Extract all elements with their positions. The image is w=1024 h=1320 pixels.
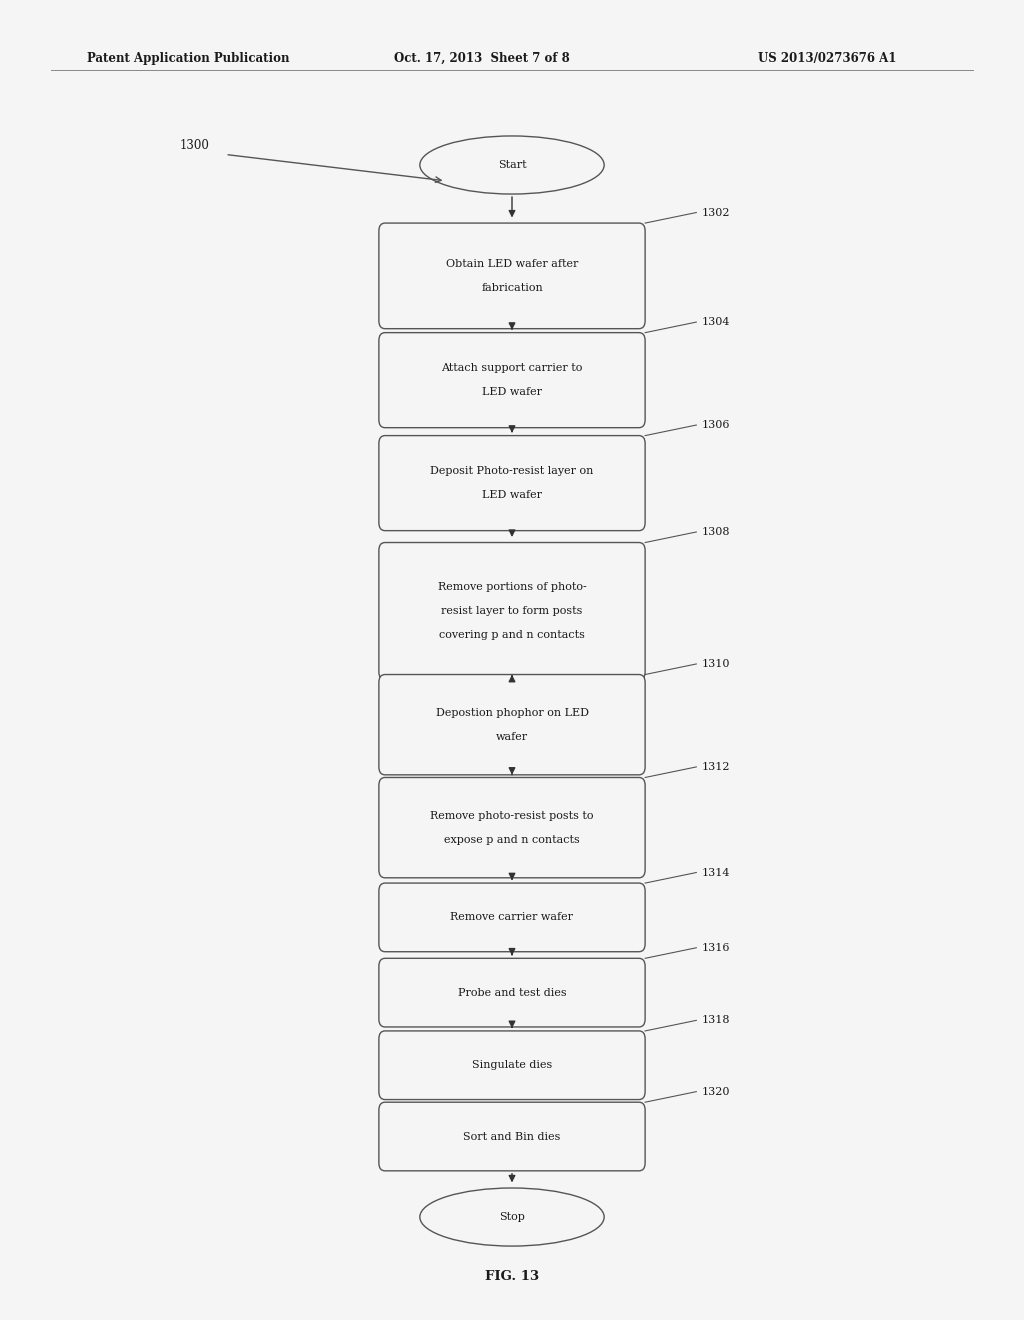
Text: US 2013/0273676 A1: US 2013/0273676 A1 (758, 51, 896, 65)
Text: 1318: 1318 (701, 1015, 730, 1026)
FancyBboxPatch shape (379, 1102, 645, 1171)
FancyBboxPatch shape (379, 333, 645, 428)
FancyBboxPatch shape (379, 883, 645, 952)
FancyBboxPatch shape (379, 777, 645, 878)
Text: 1316: 1316 (701, 942, 730, 953)
Text: 1310: 1310 (701, 659, 730, 669)
Text: 1302: 1302 (701, 207, 730, 218)
Text: 1312: 1312 (701, 762, 730, 772)
Text: Depostion phophor on LED: Depostion phophor on LED (435, 708, 589, 718)
Text: expose p and n contacts: expose p and n contacts (444, 834, 580, 845)
Text: 1300: 1300 (179, 139, 209, 152)
Ellipse shape (420, 1188, 604, 1246)
FancyBboxPatch shape (379, 1031, 645, 1100)
Text: Stop: Stop (499, 1212, 525, 1222)
Text: covering p and n contacts: covering p and n contacts (439, 630, 585, 640)
Text: Oct. 17, 2013  Sheet 7 of 8: Oct. 17, 2013 Sheet 7 of 8 (394, 51, 570, 65)
Text: resist layer to form posts: resist layer to form posts (441, 606, 583, 616)
Text: wafer: wafer (496, 731, 528, 742)
Text: 1304: 1304 (701, 317, 730, 327)
Text: FIG. 13: FIG. 13 (485, 1270, 539, 1283)
Text: Probe and test dies: Probe and test dies (458, 987, 566, 998)
Text: Remove photo-resist posts to: Remove photo-resist posts to (430, 810, 594, 821)
Text: Remove carrier wafer: Remove carrier wafer (451, 912, 573, 923)
Text: Attach support carrier to: Attach support carrier to (441, 363, 583, 374)
Text: 1314: 1314 (701, 867, 730, 878)
Text: Remove portions of photo-: Remove portions of photo- (437, 582, 587, 593)
Text: 1306: 1306 (701, 420, 730, 430)
FancyBboxPatch shape (379, 958, 645, 1027)
FancyBboxPatch shape (379, 675, 645, 775)
Text: Deposit Photo-resist layer on: Deposit Photo-resist layer on (430, 466, 594, 477)
FancyBboxPatch shape (379, 223, 645, 329)
Text: Start: Start (498, 160, 526, 170)
Text: Sort and Bin dies: Sort and Bin dies (463, 1131, 561, 1142)
Text: 1320: 1320 (701, 1086, 730, 1097)
Ellipse shape (420, 136, 604, 194)
Text: Singulate dies: Singulate dies (472, 1060, 552, 1071)
Text: Patent Application Publication: Patent Application Publication (87, 51, 290, 65)
FancyBboxPatch shape (379, 543, 645, 680)
Text: 1308: 1308 (701, 527, 730, 537)
Text: fabrication: fabrication (481, 282, 543, 293)
FancyBboxPatch shape (379, 436, 645, 531)
Text: LED wafer: LED wafer (482, 387, 542, 397)
Text: LED wafer: LED wafer (482, 490, 542, 500)
Text: Obtain LED wafer after: Obtain LED wafer after (445, 259, 579, 269)
